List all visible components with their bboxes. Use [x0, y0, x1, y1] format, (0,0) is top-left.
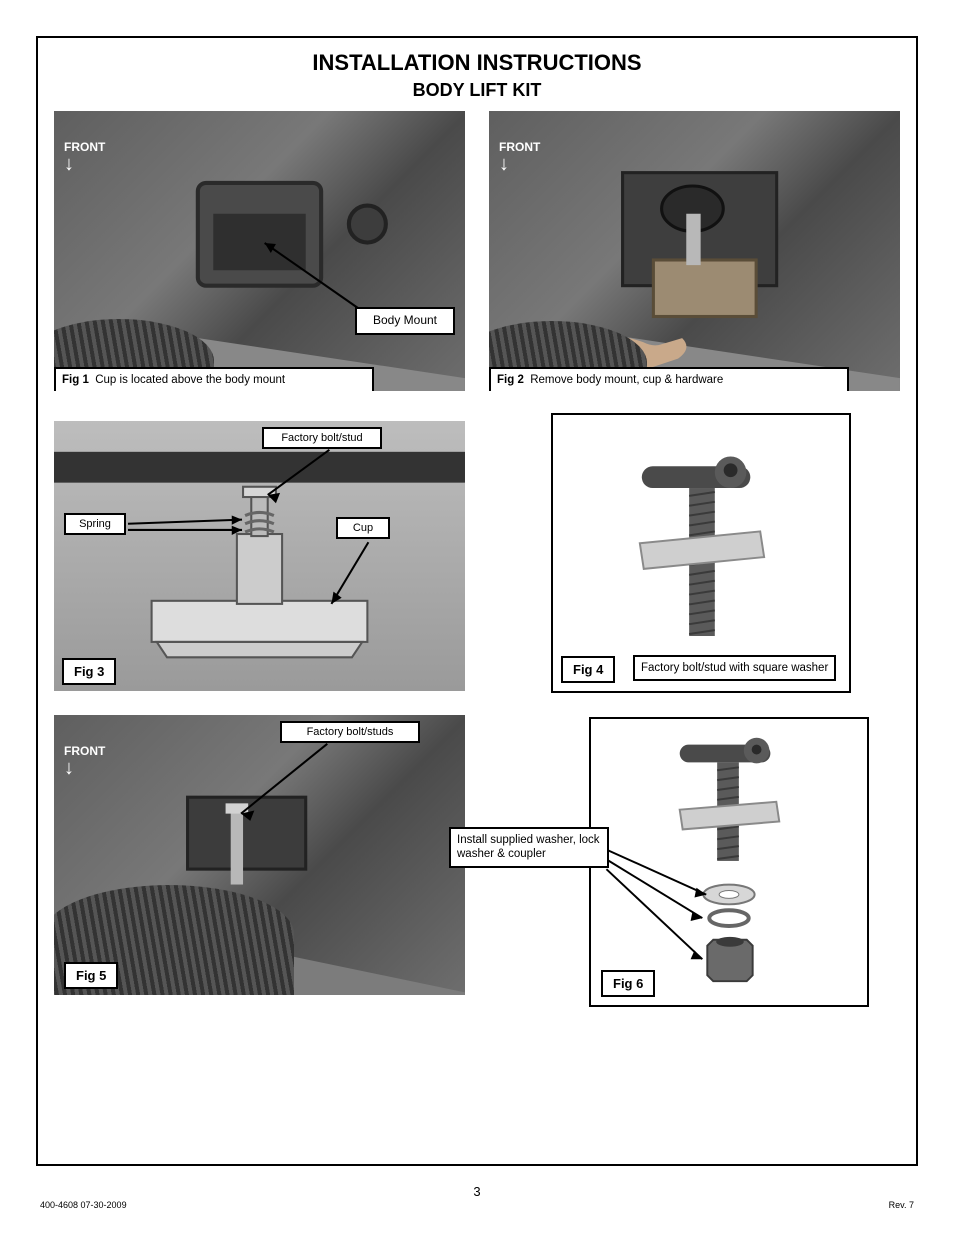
figure-2: FRONT ↓ Fig 2 Remove body mount, cup & h… [489, 111, 900, 391]
figure-5: FRONT ↓ Factory bolt/studs Fig 5 [54, 715, 465, 995]
page-number: 3 [0, 1184, 954, 1199]
label-factory-studs: Factory bolt/studs [280, 721, 420, 743]
page-subtitle: BODY LIFT KIT [38, 80, 916, 101]
figure-4-caption: Factory bolt/stud with square washer [633, 655, 836, 681]
figure-5-image: FRONT ↓ Factory bolt/studs Fig 5 [54, 715, 465, 995]
label-spring: Spring [64, 513, 126, 535]
figure-6-caption: Install supplied washer, lock washer & c… [449, 827, 609, 868]
figure-1-caption: Fig 1 Cup is located above the body moun… [54, 367, 374, 391]
figure-4-image: Fig 4 Factory bolt/stud with square wash… [551, 413, 851, 693]
label-body-mount: Body Mount [355, 307, 455, 335]
figure-3: Factory bolt/stud Spring Cup [54, 421, 465, 691]
figure-4-num: Fig 4 [561, 656, 615, 683]
left-column: FRONT ↓ Body Mount Fig 1 Cup is located … [54, 111, 465, 1019]
right-column: FRONT ↓ Fig 2 Remove body mount, cup & h… [489, 111, 900, 1019]
outer-border: INSTALLATION INSTRUCTIONS BODY LIFT KIT [36, 36, 918, 1166]
figure-4: Fig 4 Factory bolt/stud with square wash… [551, 413, 851, 693]
footer-right: Rev. 7 [889, 1200, 914, 1210]
columns: FRONT ↓ Body Mount Fig 1 Cup is located … [38, 111, 916, 1019]
footer-left: 400-4608 07-30-2009 [40, 1200, 127, 1210]
figure-1-image: FRONT ↓ Body Mount Fig 1 Cup is located … [54, 111, 465, 391]
page: INSTALLATION INSTRUCTIONS BODY LIFT KIT [0, 0, 954, 1235]
figure-6-row: Fig 6 Install supplied washer, lock wash… [489, 717, 900, 1007]
figure-2-caption: Fig 2 Remove body mount, cup & hardware [489, 367, 849, 391]
front-arrow: FRONT ↓ [499, 141, 540, 172]
figure-2-image: FRONT ↓ Fig 2 Remove body mount, cup & h… [489, 111, 900, 391]
figure-3-image: Factory bolt/stud Spring Cup [54, 421, 465, 691]
figure-1: FRONT ↓ Body Mount Fig 1 Cup is located … [54, 111, 465, 391]
label-factory-stud: Factory bolt/stud [262, 427, 382, 449]
label-cup: Cup [336, 517, 390, 539]
figure-4-illustration [553, 415, 849, 691]
page-title: INSTALLATION INSTRUCTIONS [38, 50, 916, 76]
